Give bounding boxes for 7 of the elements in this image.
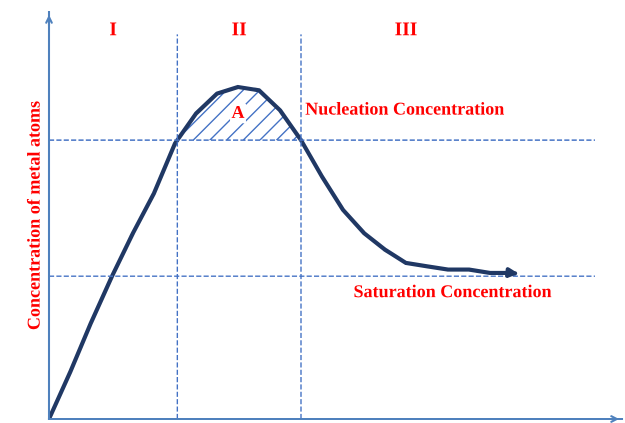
ref-line-label: Saturation Concentration	[354, 284, 552, 298]
text: I	[110, 22, 116, 36]
text: II	[232, 22, 246, 36]
annotation: A	[232, 106, 244, 118]
text: III	[395, 22, 417, 36]
y-axis-title: Concentration of metal atoms	[26, 101, 40, 330]
ref-line-label: Nucleation Concentration	[306, 102, 504, 115]
